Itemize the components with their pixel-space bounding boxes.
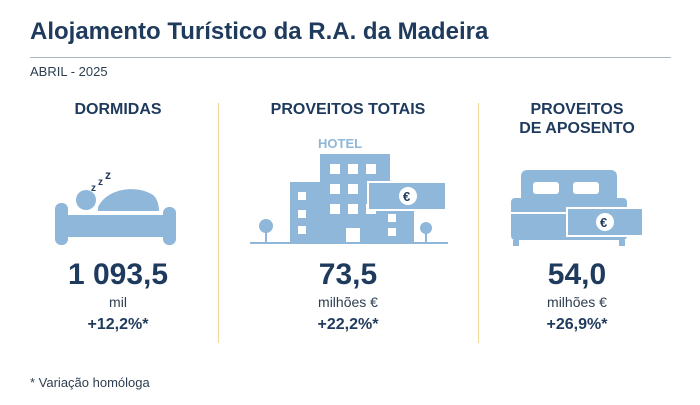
stat-dormidas: DORMIDAS z z z 1 093,5 mil +12,2%* (20, 100, 216, 340)
column-separator (478, 103, 479, 343)
stat-label: PROVEITOS DE APOSENTO (480, 100, 674, 140)
stat-label: PROVEITOS TOTAIS (270, 101, 426, 118)
svg-text:z: z (105, 168, 111, 182)
svg-text:z: z (98, 177, 103, 188)
period-label: ABRIL - 2025 (30, 64, 108, 79)
stat-label-line: DE APOSENTO (519, 120, 635, 137)
stat-unit: mil (109, 294, 127, 310)
sleeping-person-icon: z z z (55, 168, 176, 245)
stat-value: 73,5 (318, 258, 378, 291)
stat-value: 54,0 (547, 258, 607, 291)
stat-change: +22,2%* (317, 316, 379, 333)
page-title: Alojamento Turístico da R.A. da Madeira (30, 18, 489, 45)
double-bed-icon: € (511, 170, 644, 246)
stat-change: +12,2%* (87, 316, 149, 333)
stat-label: DORMIDAS (74, 101, 162, 118)
stat-change: +26,9%* (546, 316, 608, 333)
svg-text:€: € (600, 215, 607, 230)
stat-proveitos-aposento: PROVEITOS DE APOSENTO € 54,0 milhões € +… (480, 100, 674, 340)
hotel-sign-text: HOTEL (318, 136, 362, 151)
column-separator (218, 103, 219, 343)
stat-unit: milhões € (547, 294, 607, 310)
stat-label-line: PROVEITOS (530, 101, 624, 118)
svg-text:€: € (403, 189, 410, 204)
svg-text:z: z (91, 183, 96, 194)
footnote: * Variação homóloga (30, 375, 150, 390)
stat-value: 1 093,5 (67, 258, 169, 291)
stat-unit: milhões € (318, 294, 378, 310)
stat-proveitos-totais: PROVEITOS TOTAIS HOTEL € 73,5 milhões € … (218, 100, 478, 340)
title-divider (30, 57, 671, 58)
hotel-building-icon: HOTEL € (250, 136, 448, 244)
